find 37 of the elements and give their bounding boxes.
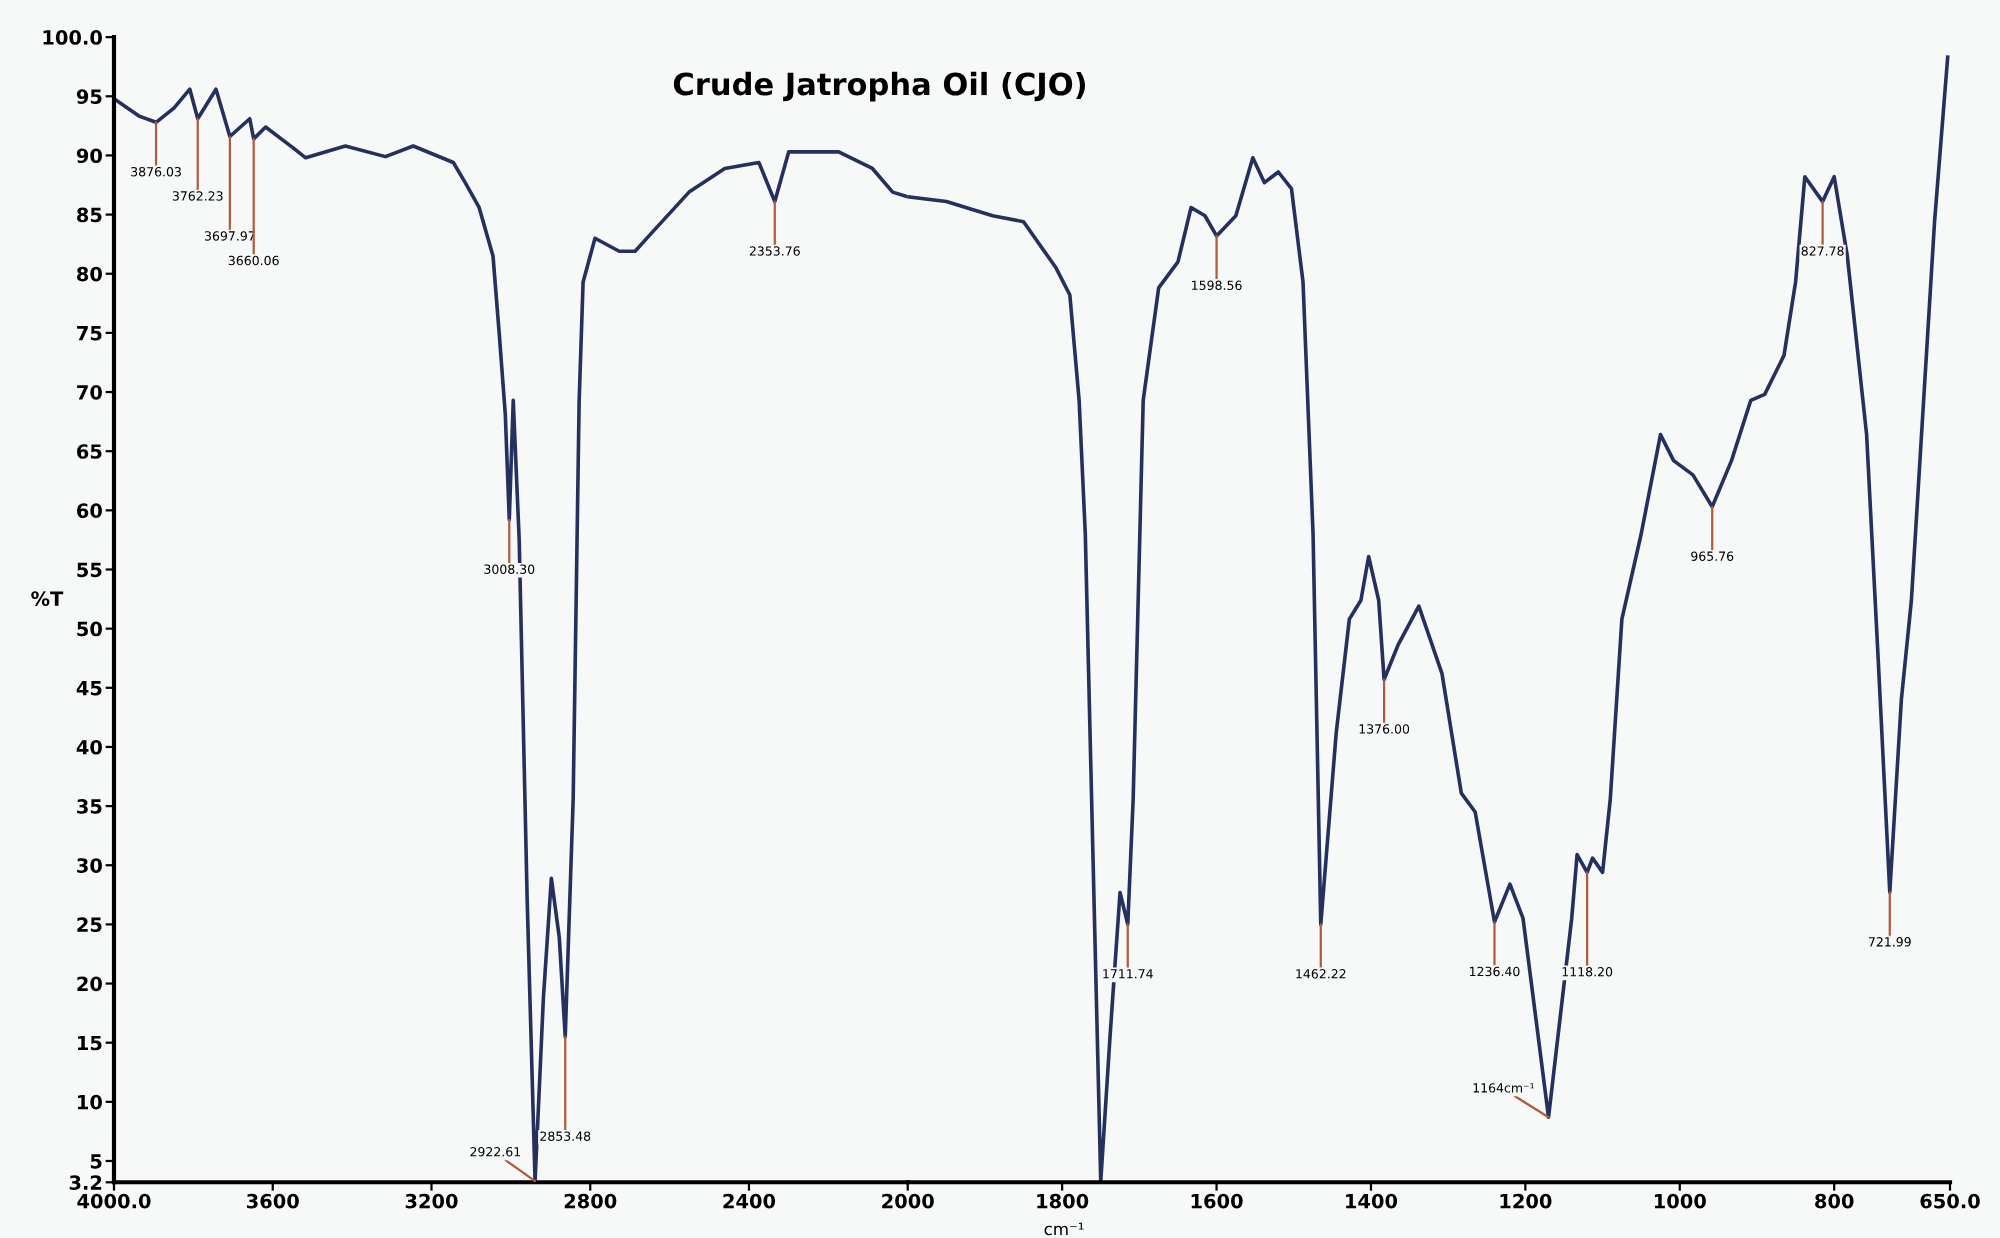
y-tick-label: 20 [77, 976, 102, 992]
y-tick-label: 35 [77, 799, 102, 814]
x-tick-label: 2400 [723, 1193, 776, 1209]
y-tick-label: 10 [78, 1094, 102, 1110]
y-tick-label: 90 [76, 148, 102, 164]
text: Crude Jatropha Oil (CJO) [673, 71, 1086, 102]
y-tick-label: 3.2 [69, 1175, 102, 1190]
y-tick-label: 80 [77, 266, 102, 282]
x-tick-label: 2000 [882, 1193, 934, 1209]
x-tick-label: 3200 [405, 1193, 458, 1209]
x-tick-label: 4000.0 [77, 1193, 151, 1209]
x-tick-label: 1400 [1346, 1193, 1398, 1209]
x-axis-title: cm⁻¹ [1044, 1222, 1084, 1236]
y-axis-title: %T [31, 591, 64, 606]
y-tick-label: 30 [77, 858, 102, 873]
y-tick-label: 5 [90, 1154, 102, 1169]
x-tick-label: 650.0 [1920, 1193, 1980, 1209]
y-tick-label: 50 [77, 621, 102, 637]
x-tick-label: 1200 [1500, 1193, 1552, 1209]
y-tick-label: 55 [77, 562, 102, 578]
x-tick-label: 1600 [1191, 1193, 1243, 1209]
y-tick-label: 45 [76, 681, 102, 696]
y-tick-label: 60 [77, 503, 102, 519]
x-tick-label: 800 [1815, 1193, 1854, 1209]
y-tick-label: 40 [76, 739, 102, 755]
x-tick-label: 3600 [246, 1193, 299, 1209]
y-tick-label: 70 [77, 385, 102, 400]
x-tick-label: 2800 [564, 1193, 617, 1209]
y-tick-label: 25 [77, 917, 102, 933]
y-tick-label: 65 [77, 444, 102, 459]
y-tick-label: 100.0 [43, 30, 102, 45]
y-tick-label: 15 [78, 1035, 102, 1051]
y-tick-label: 95 [76, 89, 102, 104]
y-tick-label: 75 [77, 326, 102, 341]
y-tick-label: 85 [77, 207, 102, 223]
x-tick-label: 1000 [1654, 1193, 1706, 1209]
x-tick-label: 1800 [1037, 1193, 1089, 1209]
